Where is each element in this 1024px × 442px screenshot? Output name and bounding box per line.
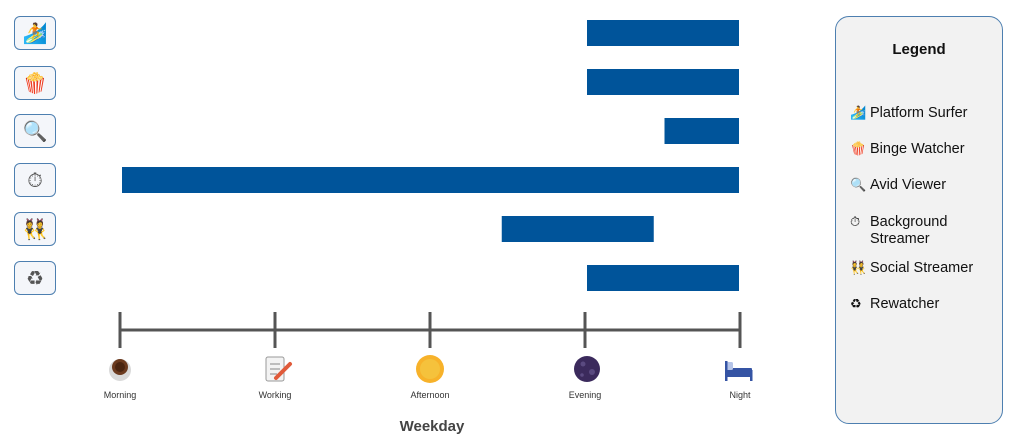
bar-rewatcher bbox=[587, 265, 739, 291]
surfer-icon: 🏄 bbox=[850, 106, 867, 121]
popcorn-icon: 🍿 bbox=[22, 71, 48, 95]
row-icon-background-streamer[interactable]: ⏱ bbox=[14, 163, 56, 197]
legend-label: Platform Surfer bbox=[870, 105, 968, 121]
legend-item-social-streamer[interactable]: 👯 Social Streamer bbox=[850, 260, 1000, 277]
bar-avid-viewer bbox=[664, 118, 739, 144]
timeline-chart: Morning Working Afternoon Evening Night bbox=[104, 20, 753, 400]
memo-icon bbox=[265, 356, 292, 382]
sun-icon bbox=[416, 355, 444, 383]
magnifier-icon: 🔍 bbox=[850, 178, 867, 193]
legend-label: Avid Viewer bbox=[870, 177, 947, 193]
x-tick-label: Evening bbox=[569, 390, 602, 400]
row-icon-binge-watcher[interactable]: 🍿 bbox=[14, 66, 56, 100]
row-icon-platform-surfer[interactable]: 🏄 bbox=[14, 16, 56, 50]
stopwatch-icon: ⏱ bbox=[27, 168, 43, 192]
x-axis bbox=[118, 312, 742, 348]
legend-label: Binge Watcher bbox=[870, 141, 965, 157]
legend-item-binge-watcher[interactable]: 🍿 Binge Watcher bbox=[850, 141, 1000, 158]
bars-group bbox=[122, 20, 739, 291]
bar-background-streamer bbox=[122, 167, 739, 193]
popcorn-icon: 🍿 bbox=[850, 142, 867, 157]
coffee-icon bbox=[109, 359, 131, 381]
row-icon-rewatcher[interactable]: ♻ bbox=[14, 261, 56, 295]
bar-social-streamer bbox=[501, 216, 654, 242]
moon-icon bbox=[574, 356, 600, 382]
legend-item-background-streamer[interactable]: ⏱ Background Streamer bbox=[850, 214, 1000, 248]
x-tick-labels: Morning Working Afternoon Evening Night bbox=[104, 390, 751, 400]
row-icon-avid-viewer[interactable]: 🔍 bbox=[14, 114, 56, 148]
recycle-icon: ♻ bbox=[850, 297, 862, 312]
legend: Legend 🏄 Platform Surfer 🍿 Binge Watcher… bbox=[835, 16, 1003, 424]
x-axis-title: Weekday bbox=[399, 418, 465, 435]
recycle-icon: ♻ bbox=[26, 266, 44, 290]
bar-binge-watcher bbox=[587, 69, 739, 95]
stopwatch-icon: ⏱ bbox=[850, 215, 861, 230]
bed-icon bbox=[725, 361, 753, 381]
surfer-icon: 🏄 bbox=[22, 21, 48, 45]
legend-item-platform-surfer[interactable]: 🏄 Platform Surfer bbox=[850, 105, 1000, 122]
people-icon: 👯 bbox=[850, 261, 867, 276]
x-tick-label: Night bbox=[729, 390, 751, 400]
legend-title: Legend bbox=[892, 41, 946, 58]
legend-item-rewatcher[interactable]: ♻ Rewatcher bbox=[850, 296, 1000, 313]
people-icon: 👯 bbox=[22, 217, 48, 241]
legend-item-avid-viewer[interactable]: 🔍 Avid Viewer bbox=[850, 177, 1000, 194]
magnifier-icon: 🔍 bbox=[22, 119, 48, 143]
legend-label: Background Streamer bbox=[870, 214, 948, 247]
legend-label: Rewatcher bbox=[870, 296, 940, 312]
row-icon-social-streamer[interactable]: 👯 bbox=[14, 212, 56, 246]
legend-label: Social Streamer bbox=[870, 260, 974, 276]
x-tick-label: Morning bbox=[104, 390, 137, 400]
bar-platform-surfer bbox=[587, 20, 739, 46]
x-tick-label: Working bbox=[259, 390, 292, 400]
x-tick-label: Afternoon bbox=[410, 390, 449, 400]
